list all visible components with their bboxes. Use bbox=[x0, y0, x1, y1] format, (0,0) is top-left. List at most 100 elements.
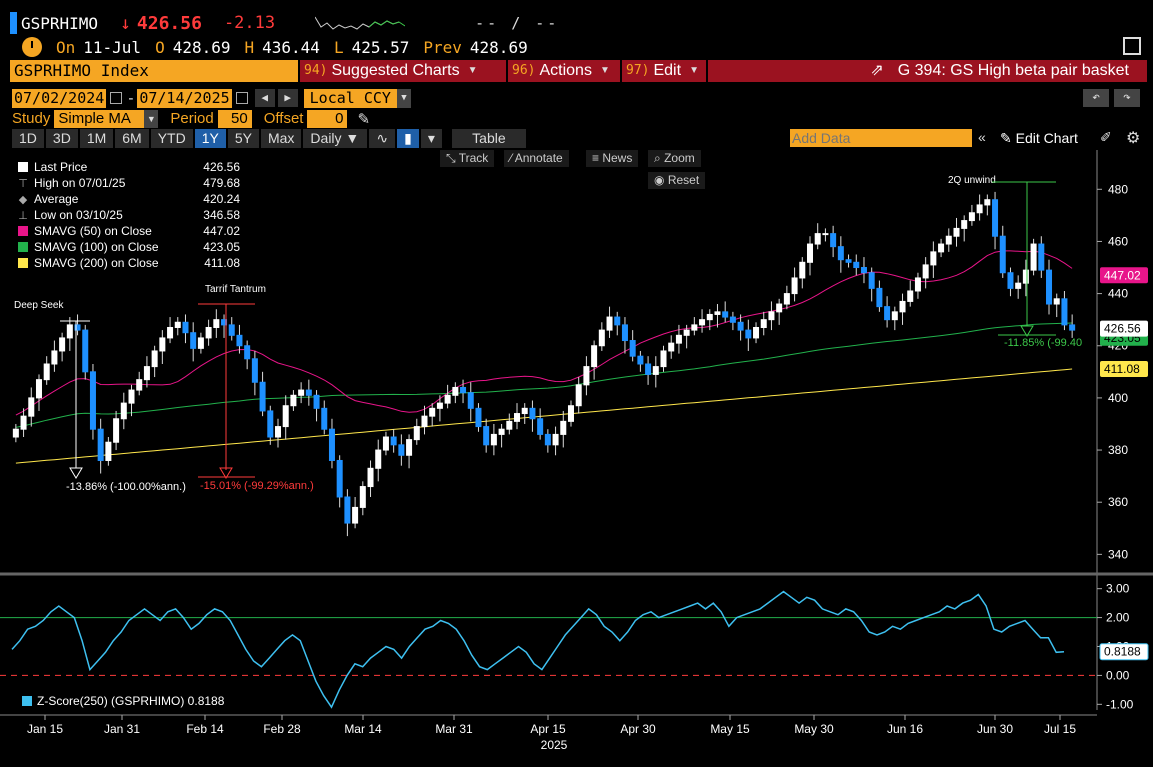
chevron-down-icon[interactable]: ▼ bbox=[396, 88, 411, 108]
zoom-button[interactable]: ⌕ Zoom bbox=[648, 150, 701, 167]
reset-button[interactable]: ◉ Reset bbox=[648, 172, 706, 189]
candle-body bbox=[1053, 298, 1060, 305]
legend-item[interactable]: Last Price 426.56 bbox=[14, 159, 240, 175]
candle-body bbox=[652, 366, 659, 375]
intraday-sparkline bbox=[315, 16, 406, 30]
frequency-select[interactable]: Daily ▼ bbox=[303, 128, 368, 148]
legend-swatch bbox=[18, 242, 28, 252]
track-button[interactable]: ⤡ Track bbox=[440, 150, 495, 167]
period-tab-max[interactable]: Max bbox=[260, 128, 302, 148]
candle-body bbox=[328, 428, 335, 461]
period-tab-1y[interactable]: 1Y bbox=[194, 128, 226, 148]
candle-body bbox=[776, 303, 783, 313]
candle-body bbox=[606, 316, 613, 331]
low-value: 425.57 bbox=[351, 37, 410, 57]
legend-label: Last Price bbox=[34, 160, 88, 174]
gear-icon[interactable]: ⚙ bbox=[1126, 130, 1141, 147]
legend-item[interactable]: ⊤ High on 07/01/25 479.68 bbox=[14, 175, 240, 191]
candle-body bbox=[521, 407, 528, 415]
news-label: News bbox=[602, 151, 633, 165]
ticker-symbol[interactable]: GSPRHIMO bbox=[21, 13, 99, 33]
range-back-button[interactable]: ◀ bbox=[254, 89, 275, 107]
table-button[interactable]: Table bbox=[451, 128, 526, 148]
period-tab-1d[interactable]: 1D bbox=[12, 128, 44, 148]
chart-legend: Last Price 426.56 ⊤ High on 07/01/25 479.68 ◆… bbox=[14, 159, 240, 274]
add-data-input[interactable] bbox=[790, 129, 972, 147]
sma50-tag-bg bbox=[1100, 267, 1148, 284]
candle-body bbox=[59, 337, 66, 352]
candle-chart-icon[interactable]: ▮ bbox=[397, 128, 419, 148]
edit-button[interactable]: 97) Edit ▼ bbox=[622, 60, 706, 82]
candle-body bbox=[961, 220, 968, 229]
y-tick-label: 460 bbox=[1108, 234, 1128, 248]
period-tab-1m[interactable]: 1M bbox=[79, 128, 114, 148]
study-select[interactable]: Simple MA bbox=[54, 109, 145, 128]
calendar-icon[interactable] bbox=[235, 92, 248, 104]
candle-body bbox=[74, 324, 81, 331]
candle-body bbox=[467, 392, 474, 409]
candle-body bbox=[899, 300, 906, 313]
period-tab-6m[interactable]: 6M bbox=[115, 128, 149, 148]
legend-label: Average bbox=[34, 192, 79, 206]
candle-body bbox=[128, 389, 135, 404]
offset-label: Offset bbox=[263, 110, 304, 127]
candle-body bbox=[367, 467, 374, 488]
period-tab-ytd[interactable]: YTD bbox=[150, 128, 193, 148]
redo-icon[interactable]: ↷ bbox=[1114, 89, 1140, 107]
price-chart[interactable]: Deep Seek Tarrif Tantrum 2Q unwind -13.86% … bbox=[0, 150, 1153, 767]
pencil-icon[interactable]: ✎ bbox=[357, 110, 371, 128]
candle-body bbox=[830, 233, 837, 248]
candle-body bbox=[598, 329, 605, 347]
legend-item[interactable]: ⊥ Low on 03/10/25 346.58 bbox=[14, 207, 240, 223]
suggested-charts-button[interactable]: 94) Suggested Charts ▼ bbox=[300, 60, 506, 82]
legend-item[interactable]: SMAVG (50) on Close 447.02 bbox=[14, 223, 240, 239]
annotation-unwind: 2Q unwind bbox=[948, 175, 996, 186]
candle-body bbox=[621, 324, 628, 342]
legend-swatch bbox=[18, 258, 28, 268]
candle-body bbox=[1007, 272, 1014, 289]
suggested-charts-label: Suggested Charts bbox=[331, 62, 460, 79]
candle-body bbox=[313, 394, 320, 409]
actions-button[interactable]: 96) Actions ▼ bbox=[508, 60, 620, 82]
open-value: 428.69 bbox=[172, 37, 231, 57]
edit-tool-icon[interactable]: ✐ bbox=[1100, 129, 1112, 145]
undo-icon[interactable]: ↶ bbox=[1083, 89, 1109, 107]
group-link-button[interactable]: ⇗ G 394: GS High beta pair basket bbox=[708, 60, 1147, 82]
start-date-input[interactable]: 07/02/2024 bbox=[12, 88, 107, 108]
news-button[interactable]: ≡ News bbox=[586, 150, 639, 167]
candle-body bbox=[421, 415, 428, 428]
end-date-input[interactable]: 07/14/2025 bbox=[137, 88, 232, 108]
chevron-down-icon[interactable]: ▾ bbox=[420, 128, 442, 148]
zscore-swatch bbox=[22, 696, 32, 706]
legend-item[interactable]: ◆ Average 420.24 bbox=[14, 191, 240, 207]
legend-item[interactable]: SMAVG (200) on Close 411.08 bbox=[14, 255, 240, 271]
candle-body bbox=[66, 324, 73, 339]
period-tab-3d[interactable]: 3D bbox=[45, 128, 78, 148]
legend-value: 423.05 bbox=[203, 240, 240, 254]
period-tab-5y[interactable]: 5Y bbox=[227, 128, 259, 148]
candle-body bbox=[745, 329, 752, 339]
currency-select[interactable]: Local CCY bbox=[303, 88, 397, 108]
candle-body bbox=[344, 496, 351, 524]
chevron-down-icon[interactable]: ▼ bbox=[144, 109, 159, 128]
annotate-button[interactable]: ⁄ Annotate bbox=[504, 150, 569, 167]
line-chart-icon[interactable]: ∿ bbox=[369, 128, 396, 148]
edit-chart-button[interactable]: ✎ Edit Chart bbox=[1000, 130, 1078, 146]
candle-body bbox=[907, 290, 914, 302]
y-tick-label: 440 bbox=[1108, 287, 1128, 301]
down-arrow-icon: ↓ bbox=[120, 12, 131, 34]
candle-body bbox=[82, 329, 89, 373]
offset-input[interactable]: 0 bbox=[307, 109, 348, 128]
y-tick-label: 360 bbox=[1108, 495, 1128, 509]
legend-item[interactable]: SMAVG (100) on Close 423.05 bbox=[14, 239, 240, 255]
range-forward-button[interactable]: ▶ bbox=[277, 89, 298, 107]
period-input[interactable]: 50 bbox=[217, 109, 252, 128]
calendar-icon[interactable] bbox=[110, 92, 123, 104]
candle-body bbox=[529, 407, 536, 420]
collapse-icon[interactable]: « bbox=[978, 129, 986, 145]
x-tick-label: Jan 15 bbox=[27, 722, 63, 736]
bid-ask-placeholder: -- / -- bbox=[475, 14, 560, 32]
security-field[interactable]: GSPRHIMO Index bbox=[10, 60, 298, 82]
expand-window-icon[interactable] bbox=[1123, 37, 1141, 55]
candle-body bbox=[89, 371, 96, 430]
